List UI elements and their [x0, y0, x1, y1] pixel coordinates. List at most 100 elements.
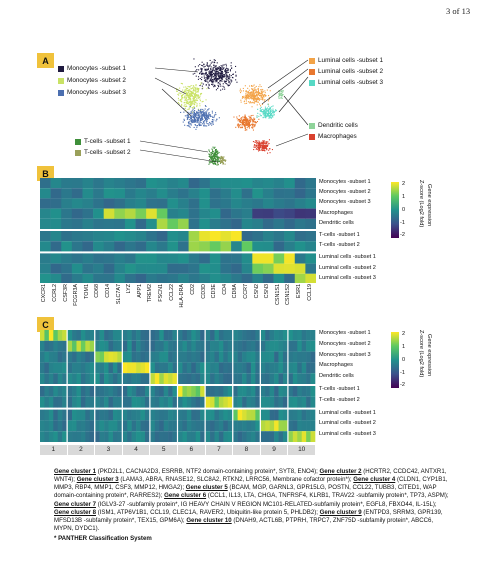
heatmap-cell	[255, 362, 261, 374]
heatmap-cell	[250, 330, 256, 341]
heatmap-cell	[297, 396, 302, 408]
heatmap-cell	[250, 396, 256, 408]
heatmap-cell	[265, 373, 270, 384]
heatmap-cell	[156, 241, 168, 252]
heatmap-cell	[136, 420, 141, 432]
heatmap-cell	[62, 431, 67, 442]
heatmap-cell	[227, 420, 233, 432]
heatmap-cell	[40, 241, 51, 252]
heatmap-cell	[124, 253, 136, 264]
heatmap-cell	[57, 386, 63, 397]
row-label: Luminal cells -subset 2	[319, 264, 376, 271]
heatmap-cell	[80, 420, 86, 432]
heatmap-cell	[104, 409, 109, 421]
heatmap-cell	[172, 409, 178, 421]
heatmap-cell	[127, 330, 132, 341]
heatmap-cell	[282, 351, 288, 363]
heatmap-cell	[231, 273, 242, 283]
cluster-number: 3	[95, 445, 122, 455]
heatmap-cell	[140, 386, 146, 397]
heatmap-cell	[104, 431, 109, 442]
heatmap-cell	[163, 340, 169, 352]
heatmap-cell	[163, 330, 169, 341]
heatmap-cell	[80, 330, 86, 341]
legend-left-upper: Monocytes -subset 1 Monocytes -subset 2 …	[58, 65, 126, 96]
heatmap-cell	[44, 409, 50, 421]
heatmap-cell	[144, 330, 150, 341]
pointer-line	[161, 88, 192, 117]
heatmap-cell	[209, 218, 221, 229]
heatmap-cell	[61, 263, 73, 274]
gene-label: CD3E	[211, 284, 218, 299]
heatmap-cell	[127, 340, 132, 352]
heatmap-cell	[241, 208, 253, 219]
heatmap-cell	[40, 362, 45, 374]
heatmap-cell	[112, 409, 118, 421]
heatmap-cell	[156, 263, 168, 274]
gene-label: CSN1S1	[274, 284, 281, 305]
heatmap-cell	[200, 420, 205, 432]
heatmap-cell	[140, 409, 146, 421]
heatmap-cell	[269, 431, 275, 442]
heatmap-cell	[112, 351, 118, 363]
heatmap-cell	[50, 241, 62, 252]
heatmap-cell	[305, 253, 316, 264]
cluster-number: 4	[122, 445, 150, 455]
heatmap-cell	[182, 396, 188, 408]
heatmap-cell	[227, 431, 233, 442]
heatmap-cell	[306, 330, 311, 341]
heatmap-cell	[127, 420, 132, 432]
legend-item: Dendritic cells	[309, 122, 358, 129]
row-label: Luminal cells -subset 1	[319, 409, 376, 416]
heatmap-cell	[260, 386, 266, 397]
heatmap-cell	[199, 208, 211, 219]
heatmap-cell	[40, 198, 51, 209]
heatmap-cell	[140, 373, 146, 384]
heatmap-cell	[178, 218, 189, 229]
heatmap-cell	[278, 351, 284, 363]
heatmap-cell	[44, 330, 50, 341]
tsne-cluster	[278, 89, 284, 99]
heatmap-cell	[252, 273, 264, 283]
heatmap-cell	[159, 351, 164, 363]
heatmap-cell	[242, 431, 247, 442]
heatmap-cell	[205, 409, 211, 421]
heatmap-cell	[156, 208, 168, 219]
heatmap-cell	[76, 330, 82, 341]
heatmap-cell	[288, 362, 294, 374]
heatmap-cell	[292, 386, 298, 397]
heatmap-cell	[146, 188, 158, 199]
heatmap-cell	[72, 420, 77, 432]
heatmap-cell	[71, 241, 83, 252]
heatmap-cell	[93, 241, 104, 252]
heatmap-cell	[306, 431, 311, 442]
tsne-cluster	[176, 82, 208, 113]
heatmap-cell	[76, 386, 82, 397]
heatmap-cell	[108, 330, 114, 341]
heatmap-cell	[269, 330, 275, 341]
heatmap-cell	[220, 198, 232, 209]
heatmap-cell	[241, 188, 253, 199]
row-label: Macrophages	[319, 209, 353, 216]
heatmap-cell	[246, 351, 252, 363]
heatmap-cell	[53, 340, 59, 352]
heatmap-cell	[154, 396, 160, 408]
gene-label: CSF3R	[62, 284, 69, 302]
heatmap-cell	[223, 373, 229, 384]
gene-label: CD68	[94, 284, 101, 298]
pointer-line	[139, 140, 209, 153]
heatmap-cell	[199, 241, 211, 252]
heatmap-cell	[305, 198, 316, 209]
heatmap-cell	[167, 178, 179, 189]
legend-item: Luminal cells -subset 2	[309, 68, 383, 75]
heatmap-cell	[306, 386, 311, 397]
heatmap-cell	[76, 431, 82, 442]
heatmap-cell	[195, 386, 201, 397]
heatmap-cell	[209, 231, 221, 242]
heatmap-cell	[278, 373, 284, 384]
heatmap-cell	[156, 198, 168, 209]
heatmap-cell	[294, 188, 306, 199]
heatmap-cell	[40, 431, 45, 442]
heatmap-cell	[273, 231, 285, 242]
heatmap-cell	[305, 218, 316, 229]
